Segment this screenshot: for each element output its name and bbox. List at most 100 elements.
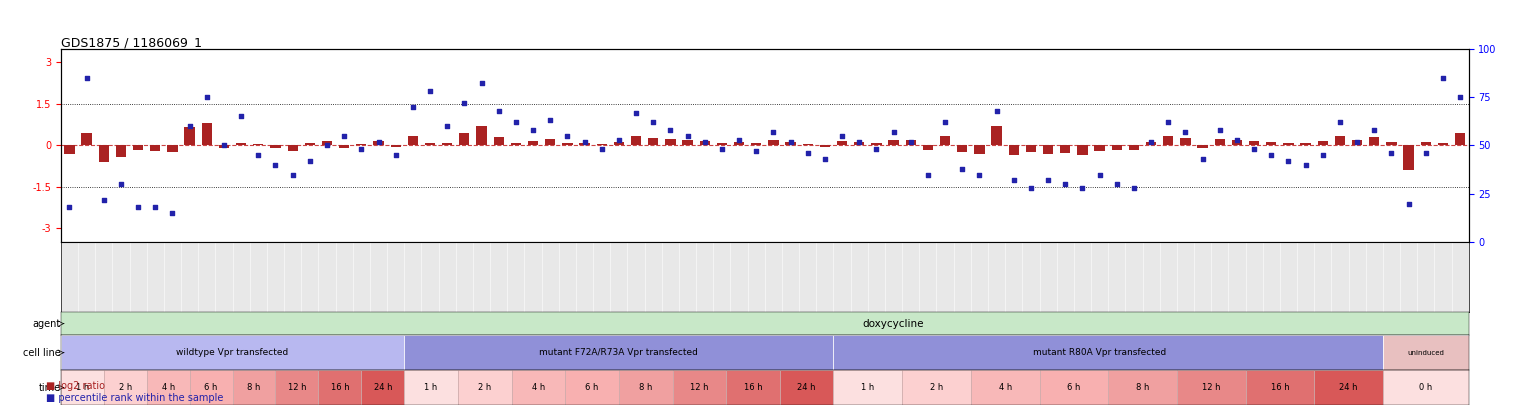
Bar [253, 144, 263, 145]
Point [933, 119, 957, 126]
Point [916, 171, 941, 178]
Point [91, 196, 116, 203]
Bar [597, 144, 607, 145]
Point [367, 139, 391, 145]
Bar [1061, 145, 1070, 153]
Point [1362, 127, 1387, 133]
Bar [528, 141, 539, 145]
Text: 8 h: 8 h [1135, 383, 1149, 392]
Point [228, 113, 253, 119]
Point [1294, 162, 1318, 168]
Point [898, 139, 922, 145]
Text: 0 h: 0 h [1419, 383, 1432, 392]
Text: 6 h: 6 h [1067, 383, 1081, 392]
Point [263, 162, 288, 168]
Bar [1180, 138, 1190, 145]
Bar [361, 370, 405, 405]
Bar [219, 145, 230, 148]
Point [1138, 139, 1163, 145]
Text: 6 h: 6 h [204, 383, 218, 392]
Bar [1335, 136, 1345, 145]
Bar [476, 126, 487, 145]
Point [1207, 127, 1231, 133]
Bar [373, 141, 384, 145]
Text: 8 h: 8 h [248, 383, 260, 392]
Point [521, 127, 545, 133]
Bar [1283, 143, 1294, 145]
Bar [854, 142, 864, 145]
Text: 1 h: 1 h [425, 383, 438, 392]
Bar [906, 141, 916, 145]
Point [349, 146, 373, 153]
Bar [1040, 370, 1108, 405]
Bar [1163, 136, 1173, 145]
Bar [1215, 139, 1225, 145]
Bar [785, 142, 796, 145]
Point [1277, 158, 1301, 164]
Point [58, 204, 82, 211]
Point [641, 119, 665, 126]
Bar [1318, 141, 1327, 145]
Text: 24 h: 24 h [798, 383, 816, 392]
Bar [820, 145, 829, 147]
Point [315, 142, 339, 149]
Text: mutant F72A/R73A Vpr transfected: mutant F72A/R73A Vpr transfected [539, 348, 699, 357]
Point [864, 146, 889, 153]
Text: 2 h: 2 h [119, 383, 132, 392]
Bar [1266, 142, 1277, 145]
Bar [726, 370, 779, 405]
Text: wildtype Vpr transfected: wildtype Vpr transfected [177, 348, 289, 357]
Point [469, 80, 493, 87]
Point [1001, 177, 1026, 183]
Bar [146, 370, 190, 405]
Point [1431, 75, 1455, 81]
Bar [1403, 145, 1414, 171]
Bar [61, 370, 103, 405]
Text: cell line: cell line [23, 348, 61, 358]
Point [1447, 94, 1472, 100]
Point [143, 204, 167, 211]
Bar [1231, 141, 1242, 145]
Bar [458, 370, 511, 405]
Point [280, 171, 304, 178]
Point [1053, 181, 1078, 188]
Bar [562, 143, 572, 145]
Bar [511, 370, 565, 405]
Text: 4 h: 4 h [161, 383, 175, 392]
Point [1157, 119, 1181, 126]
Bar [190, 370, 233, 405]
Text: ■ log2 ratio: ■ log2 ratio [46, 381, 105, 391]
Bar [734, 142, 744, 145]
Bar [132, 145, 143, 149]
Bar [288, 145, 298, 151]
Point [778, 139, 802, 145]
Point [676, 132, 700, 139]
Point [400, 103, 425, 110]
Point [1259, 152, 1283, 158]
Point [1225, 136, 1250, 143]
Point [589, 146, 613, 153]
Point [1310, 152, 1335, 158]
Bar [201, 123, 212, 145]
Bar [82, 133, 91, 145]
Point [178, 123, 202, 129]
Bar [1146, 142, 1157, 145]
Point [624, 109, 648, 116]
Text: time: time [38, 383, 61, 392]
Text: 12 h: 12 h [288, 383, 306, 392]
Bar [922, 145, 933, 150]
Text: GDS1875 / 1186069_1: GDS1875 / 1186069_1 [61, 36, 202, 49]
Bar [493, 137, 504, 145]
Bar [632, 136, 641, 145]
Bar [903, 370, 971, 405]
Text: 1 h: 1 h [861, 383, 875, 392]
Point [487, 107, 511, 114]
Bar [425, 143, 435, 145]
Point [709, 146, 734, 153]
Bar [167, 145, 178, 152]
Bar [941, 136, 950, 145]
Point [761, 129, 785, 135]
Bar [673, 370, 726, 405]
Point [572, 139, 597, 145]
Point [504, 119, 528, 126]
